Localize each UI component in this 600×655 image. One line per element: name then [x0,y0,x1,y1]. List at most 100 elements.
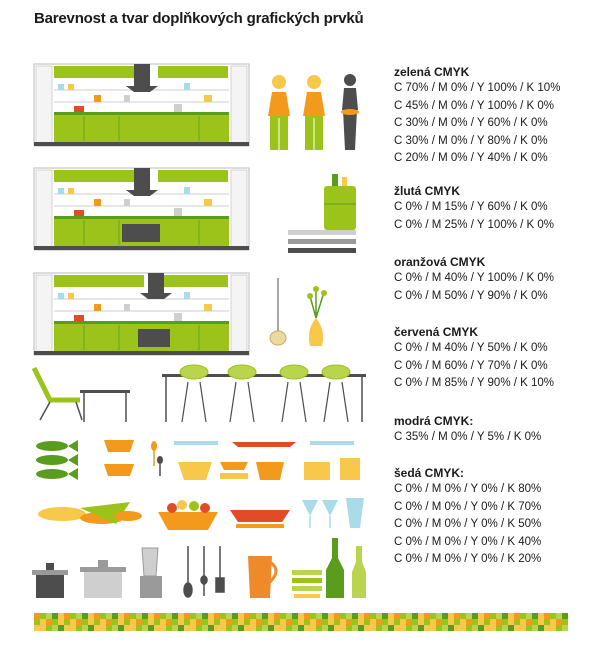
mosaic-tile [58,613,64,619]
mosaic-tile [52,619,58,625]
mosaic-tile [220,613,226,619]
mosaic-tile [358,613,364,619]
mosaic-tile [454,613,460,619]
kitchen-illustration-3 [33,272,250,356]
mosaic-tile [532,619,538,625]
mosaic-tile [424,613,430,619]
palette-red: červená CMYK C 0% / M 40% / Y 50% / K 0%… [394,324,554,393]
mosaic-tile [148,625,154,631]
mosaic-tile [556,625,562,631]
mosaic-tile [280,613,286,619]
mosaic-tile [136,619,142,625]
palette-value: C 0% / M 25% / Y 100% / K 0% [394,218,555,231]
mosaic-tile [412,613,418,619]
mosaic-tile [190,613,196,619]
mosaic-tile [292,619,298,625]
mosaic-tile [310,625,316,631]
mosaic-tile [76,625,82,631]
mosaic-tile [70,625,76,631]
mosaic-tile [112,613,118,619]
mosaic-tile [100,619,106,625]
woman-silhouette [341,74,359,150]
mosaic-tile [478,619,484,625]
mosaic-tile [304,619,310,625]
mosaic-tile [94,625,100,631]
mosaic-tile [286,625,292,631]
mosaic-tile [112,625,118,631]
mosaic-tile [184,619,190,625]
mosaic-tile [52,625,58,631]
palette-title: zelená CMYK [394,65,470,79]
mosaic-tile [274,625,280,631]
mosaic-tile [406,625,412,631]
mosaic-tile [292,625,298,631]
mosaic-tile [88,613,94,619]
mosaic-tile [148,613,154,619]
jug-illustration [248,556,278,598]
mosaic-tile [520,619,526,625]
mosaic-tile [298,625,304,631]
cooking-pot-illustration-1 [32,563,68,598]
mosaic-tile [430,619,436,625]
plate-illustration [230,510,290,528]
palette-value: C 0% / M 0% / Y 0% / K 80% [394,483,542,495]
mosaic-tile [472,625,478,631]
mosaic-tile [472,613,478,619]
mosaic-tile [460,625,466,631]
mosaic-tile [466,613,472,619]
mosaic-tile [226,625,232,631]
mosaic-tile [40,613,46,619]
palette-value: C 0% / M 50% / Y 90% / K 0% [394,289,548,302]
mosaic-tile [322,613,328,619]
palette-value: C 0% / M 15% / Y 60% / K 0% [394,201,548,213]
mosaic-tile [508,625,514,631]
mosaic-tile [442,613,448,619]
mosaic-tile [442,619,448,625]
mosaic-tile [118,613,124,619]
mosaic-tile [172,619,178,625]
mosaic-tile [202,619,208,625]
mosaic-tile [304,613,310,619]
mosaic-tile [298,619,304,625]
mosaic-tile [94,619,100,625]
kitchen-utensils-illustration [183,546,225,598]
mosaic-tile [340,625,346,631]
mosaic-tile [328,625,334,631]
mosaic-tile [214,613,220,619]
mosaic-tile [556,613,562,619]
mosaic-tile [160,619,166,625]
mosaic-tile [142,613,148,619]
mosaic-tile [268,613,274,619]
mosaic-tile [76,613,82,619]
mosaic-tile [172,613,178,619]
mosaic-tile [286,619,292,625]
mosaic-tile [526,625,532,631]
mosaic-tile [562,625,568,631]
blender-illustration [140,547,162,598]
mosaic-tile [82,625,88,631]
mosaic-tile [34,619,40,625]
mosaic-tile [502,625,508,631]
pendant-lamp-illustration [269,278,287,346]
mosaic-tile [406,619,412,625]
mosaic-tile [124,619,130,625]
mosaic-tile [520,625,526,631]
mosaic-tile [118,625,124,631]
mosaic-tile [424,619,430,625]
mosaic-tile [520,613,526,619]
woman-figure-2 [303,75,325,150]
palette-value: C 0% / M 0% / Y 0% / K 50% [394,518,542,531]
dishes-illustration [174,441,360,480]
mosaic-tile [328,613,334,619]
mosaic-tile [136,625,142,631]
mosaic-tile [466,625,472,631]
mosaic-tile [436,625,442,631]
mosaic-tile [364,619,370,625]
mosaic-strip [34,613,568,631]
mosaic-tile [532,613,538,619]
mosaic-tile [460,613,466,619]
mosaic-tile [250,625,256,631]
mosaic-tile [262,613,268,619]
mosaic-tile [94,613,100,619]
mosaic-tile [202,625,208,631]
